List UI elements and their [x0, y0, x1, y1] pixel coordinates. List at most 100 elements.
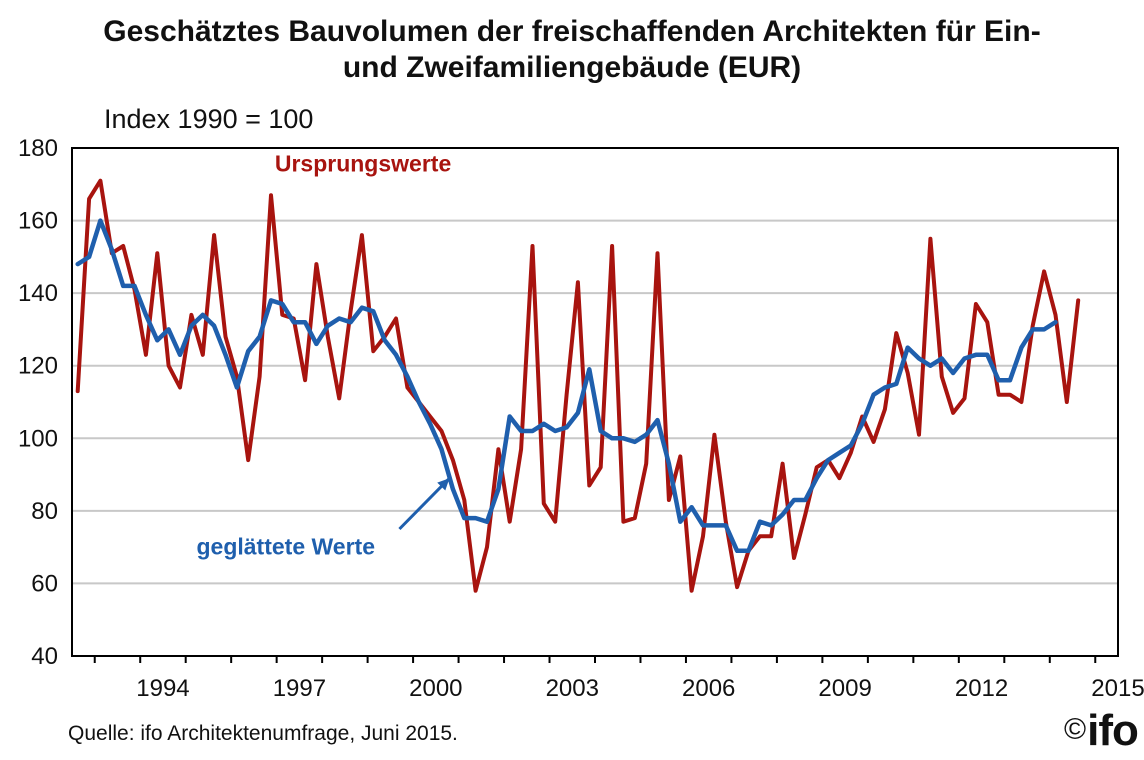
geglaettete-werte-point-20 — [303, 320, 307, 324]
ursprungswerte-point-14 — [235, 375, 239, 379]
geglaettete-werte-point-0 — [76, 262, 80, 266]
chart-subtitle: Index 1990 = 100 — [104, 104, 314, 134]
geglaettete-werte-point-37 — [496, 487, 500, 491]
geglaettete-werte-point-56 — [712, 523, 716, 527]
geglaettete-werte-point-74 — [917, 356, 921, 361]
geglaettete-werte-point-50 — [644, 433, 648, 437]
y-tick-label-120: 120 — [18, 353, 58, 380]
geglaettete-werte-point-28 — [394, 353, 398, 357]
ursprungswerte-point-34 — [462, 498, 466, 502]
ursprungswerte-point-53 — [678, 454, 682, 459]
ursprungswerte-point-20 — [303, 378, 307, 382]
geglaettete-werte-point-17 — [269, 298, 273, 302]
ursprungswerte-point-16 — [257, 375, 262, 379]
geglaettete-werte-point-35 — [474, 516, 478, 520]
geglaettete-werte-point-85 — [1042, 327, 1046, 332]
y-tick-label-160: 160 — [18, 208, 58, 235]
x-tick-label-2009: 2009 — [818, 675, 871, 702]
geglaettete-werte-point-25 — [360, 306, 364, 310]
ursprungswerte-point-84 — [1031, 324, 1035, 328]
ursprungswerte-point-85 — [1042, 269, 1046, 273]
geglaettete-werte-point-16 — [257, 335, 262, 339]
logo-text: ifo — [1087, 706, 1139, 755]
geglaettete-werte-point-42 — [553, 429, 557, 433]
geglaettete-werte-point-15 — [246, 349, 250, 353]
ursprungswerte-point-38 — [508, 520, 512, 524]
geglaettete-werte-point-32 — [439, 447, 444, 451]
geglaettete-werte-point-57 — [724, 523, 728, 527]
ursprungswerte-point-13 — [223, 335, 228, 339]
geglaettete-werte-point-43 — [564, 425, 569, 429]
geglaettete-werte-point-82 — [1008, 378, 1012, 382]
ursprungswerte-point-4 — [121, 244, 125, 248]
geglaettete-werte-point-14 — [235, 385, 239, 390]
geglaettete-werte-point-73 — [906, 345, 910, 350]
geglaettete-werte-point-5 — [132, 284, 137, 288]
ursprungswerte-point-18 — [280, 313, 284, 317]
ursprungswerte-point-39 — [519, 447, 523, 451]
geglaettete-werte-point-36 — [485, 520, 489, 524]
x-tick-label-1994: 1994 — [136, 675, 189, 702]
ursprungswerte-point-50 — [644, 462, 648, 466]
ursprungswerte-point-9 — [178, 385, 182, 390]
chart-title-line-2: und Zweifamiliengebäude (EUR) — [342, 51, 802, 84]
ursprungswerte-point-44 — [576, 280, 580, 284]
ursprungswerte-point-76 — [940, 375, 944, 379]
ursprungswerte-point-26 — [371, 349, 375, 353]
chart-title: Geschätztes Bauvolumen der freischaffend… — [0, 14, 1144, 86]
geglaettete-werte-point-27 — [383, 338, 387, 342]
geglaettete-werte-point-21 — [314, 342, 319, 346]
geglaettete-werte-point-86 — [1053, 320, 1058, 324]
chart-title-line-1: Geschätztes Bauvolumen der freischaffend… — [103, 15, 1041, 48]
geglaettete-werte-point-6 — [144, 313, 148, 317]
geglaettete-werte-point-8 — [167, 327, 171, 332]
ursprungswerte-point-6 — [144, 353, 148, 357]
geglaettete-werte-point-29 — [405, 375, 410, 379]
x-tick-label-2012: 2012 — [955, 675, 1008, 702]
ursprungswerte-point-74 — [917, 433, 921, 437]
y-tick-label-80: 80 — [31, 498, 58, 525]
ursprungswerte-point-25 — [360, 233, 364, 237]
ursprungswerte-point-0 — [76, 389, 80, 393]
y-tick-label-180: 180 — [18, 135, 58, 162]
ursprungswerte-point-86 — [1053, 313, 1058, 317]
ursprungswerte-point-40 — [530, 244, 535, 248]
ursprungswerte-point-81 — [997, 393, 1001, 397]
ursprungswerte-point-52 — [667, 498, 671, 502]
geglaettete-werte-point-71 — [883, 385, 887, 390]
ursprungswerte-point-73 — [906, 371, 910, 375]
ursprungswerte-point-22 — [326, 335, 330, 339]
ursprungswerte-point-64 — [803, 512, 807, 517]
geglaettete-werte-point-58 — [735, 549, 739, 553]
ursprungswerte-point-29 — [405, 385, 410, 390]
ursprungswerte-point-48 — [621, 520, 626, 524]
x-tick-label-2003: 2003 — [546, 675, 599, 702]
ursprungswerte-point-36 — [485, 545, 489, 549]
ursprungswerte-point-51 — [655, 251, 660, 255]
geglaettete-werte-point-63 — [792, 498, 796, 502]
ursprungswerte-point-11 — [201, 353, 205, 357]
geglaettete-werte-point-34 — [462, 516, 466, 520]
ursprungswerte-point-17 — [269, 193, 273, 197]
geglaettete-werte-point-12 — [212, 324, 216, 328]
ursprungswerte-point-23 — [337, 396, 341, 400]
geglaettete-werte-point-38 — [508, 414, 512, 419]
series-line-ursprungswerte — [75, 178, 1081, 593]
geglaettete-werte-point-66 — [826, 458, 830, 462]
ursprungswerte-point-75 — [928, 237, 933, 241]
ursprungswerte-point-21 — [314, 262, 319, 266]
geglaettete-werte-point-62 — [780, 512, 785, 517]
geglaettete-werte-point-23 — [337, 316, 341, 321]
ursprungswerte-point-62 — [780, 462, 785, 466]
geglaettete-werte-point-72 — [894, 382, 898, 386]
geglaettete-werte-point-13 — [223, 353, 228, 357]
geglaettete-werte-point-2 — [98, 218, 103, 223]
geglaettete-werte-point-70 — [871, 393, 876, 397]
geglaettete-werte-point-24 — [348, 320, 353, 324]
ursprungswerte-point-32 — [439, 429, 444, 433]
ursprungswerte-point-77 — [951, 411, 955, 415]
ursprungswerte-point-68 — [849, 451, 853, 455]
geglaettete-werte-point-52 — [667, 462, 671, 466]
ursprungswerte-point-47 — [610, 244, 614, 248]
ursprungswerte-point-80 — [985, 320, 989, 324]
